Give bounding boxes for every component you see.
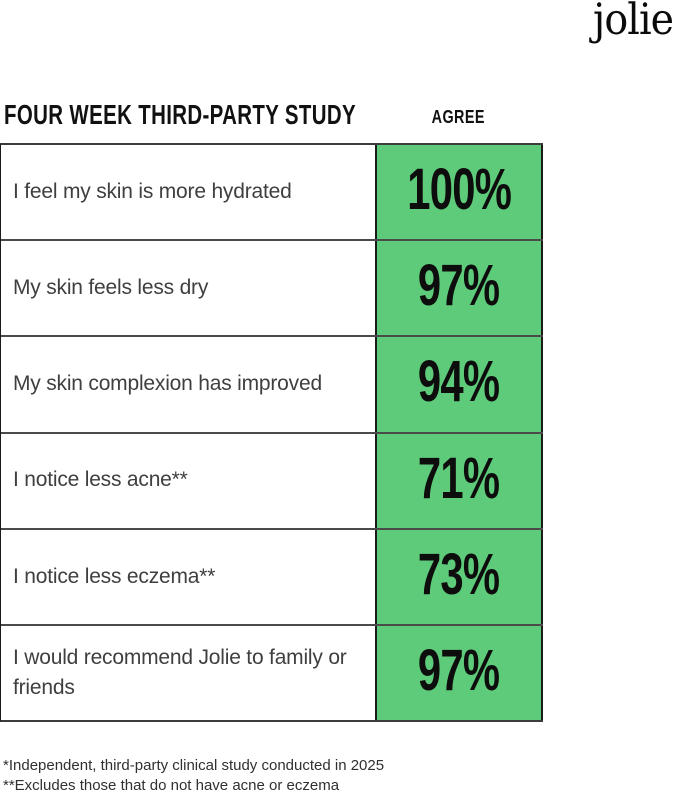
agree-value: 100% xyxy=(407,157,512,223)
table-row: I would recommend Jolie to family or fri… xyxy=(1,625,543,721)
footnote-exclusions: **Excludes those that do not have acne o… xyxy=(3,777,340,794)
table-row: My skin feels less dry 97% xyxy=(1,241,543,338)
agree-column-header-text: AGREE xyxy=(431,107,486,127)
agree-cell: 97% xyxy=(375,625,543,721)
statement-cell: My skin feels less dry xyxy=(1,241,375,335)
agree-value: 94% xyxy=(418,349,500,415)
statement-text: I would recommend Jolie to family or fri… xyxy=(13,645,347,699)
study-results-table: I feel my skin is more hydrated 100% My … xyxy=(0,143,543,722)
agree-cell: 71% xyxy=(375,433,543,528)
table-row: I feel my skin is more hydrated 100% xyxy=(1,145,543,242)
statement-text: My skin feels less dry xyxy=(13,276,209,300)
agree-cell: 97% xyxy=(375,241,543,336)
statement-cell: I notice less eczema** xyxy=(1,530,375,624)
jolie-logo: jolie xyxy=(592,0,674,45)
agree-value: 71% xyxy=(418,445,500,511)
agree-column-header: AGREE xyxy=(375,107,542,128)
agree-value: 97% xyxy=(418,253,500,319)
statement-text: I notice less eczema** xyxy=(13,564,216,588)
agree-value: 73% xyxy=(418,541,500,607)
statement-text: I feel my skin is more hydrated xyxy=(13,179,292,203)
study-title: FOUR WEEK THIRD-PARTY STUDY xyxy=(4,99,357,130)
table-row: My skin complexion has improved 94% xyxy=(1,337,543,434)
table-row: I notice less eczema** 73% xyxy=(1,529,543,626)
agree-value: 97% xyxy=(418,637,500,703)
statement-text: I notice less acne** xyxy=(13,468,188,492)
statement-cell: I feel my skin is more hydrated xyxy=(1,145,375,239)
footnote-study: *Independent, third-party clinical study… xyxy=(3,757,385,774)
agree-cell: 100% xyxy=(375,145,543,240)
statement-text: My skin complexion has improved xyxy=(13,372,322,396)
table-row: I notice less acne** 71% xyxy=(1,433,543,530)
statement-cell: I notice less acne** xyxy=(1,434,375,528)
statement-cell: I would recommend Jolie to family or fri… xyxy=(1,626,375,720)
agree-cell: 94% xyxy=(375,337,543,432)
statement-cell: My skin complexion has improved xyxy=(1,337,375,431)
agree-cell: 73% xyxy=(375,529,543,624)
footnotes: *Independent, third-party clinical study… xyxy=(3,756,384,796)
